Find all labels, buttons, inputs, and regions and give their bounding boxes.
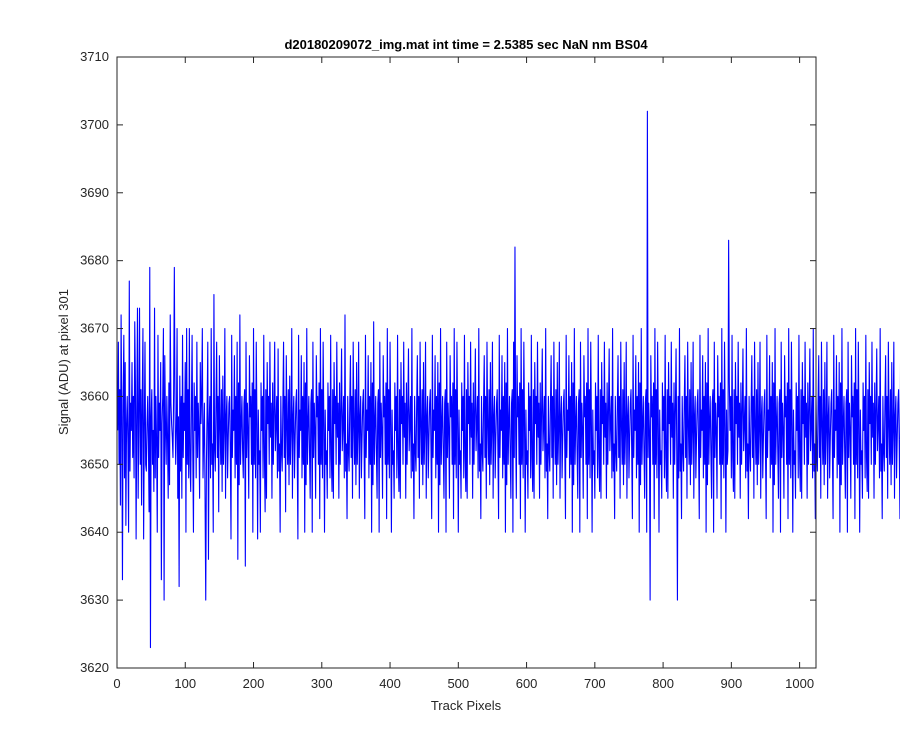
x-tick-label: 200 <box>243 676 265 691</box>
y-tick-label: 3670 <box>80 321 109 336</box>
y-tick-label: 3630 <box>80 592 109 607</box>
x-tick-label: 600 <box>516 676 538 691</box>
y-tick-label: 3680 <box>80 253 109 268</box>
x-tick-label: 100 <box>174 676 196 691</box>
x-axis-label: Track Pixels <box>431 698 502 713</box>
x-tick-label: 800 <box>652 676 674 691</box>
y-axis-ticks: 3620 3630 3640 3650 3660 3670 3680 3690 3700 3710 <box>80 49 816 675</box>
x-axis-ticks: 0 100 200 300 400 500 600 700 800 900 1000 <box>113 57 814 691</box>
y-tick-label: 3710 <box>80 49 109 64</box>
y-tick-label: 3620 <box>80 660 109 675</box>
x-tick-label: 300 <box>311 676 333 691</box>
y-tick-label: 3690 <box>80 185 109 200</box>
y-tick-label: 3700 <box>80 117 109 132</box>
x-tick-label: 500 <box>447 676 469 691</box>
y-tick-label: 3660 <box>80 388 109 403</box>
chart-title: d20180209072_img.mat int time = 2.5385 s… <box>284 37 648 52</box>
y-axis-label: Signal (ADU) at pixel 301 <box>56 289 71 435</box>
series-line-0 <box>117 110 900 649</box>
x-tick-label: 1000 <box>785 676 814 691</box>
x-tick-label: 900 <box>721 676 743 691</box>
y-tick-label: 3650 <box>80 456 109 471</box>
plot-area <box>117 57 816 668</box>
x-tick-label: 400 <box>379 676 401 691</box>
data-layer <box>117 110 900 649</box>
axes-box <box>116 56 817 669</box>
x-tick-label: 0 <box>113 676 120 691</box>
y-tick-label: 3640 <box>80 524 109 539</box>
x-tick-label: 700 <box>584 676 606 691</box>
